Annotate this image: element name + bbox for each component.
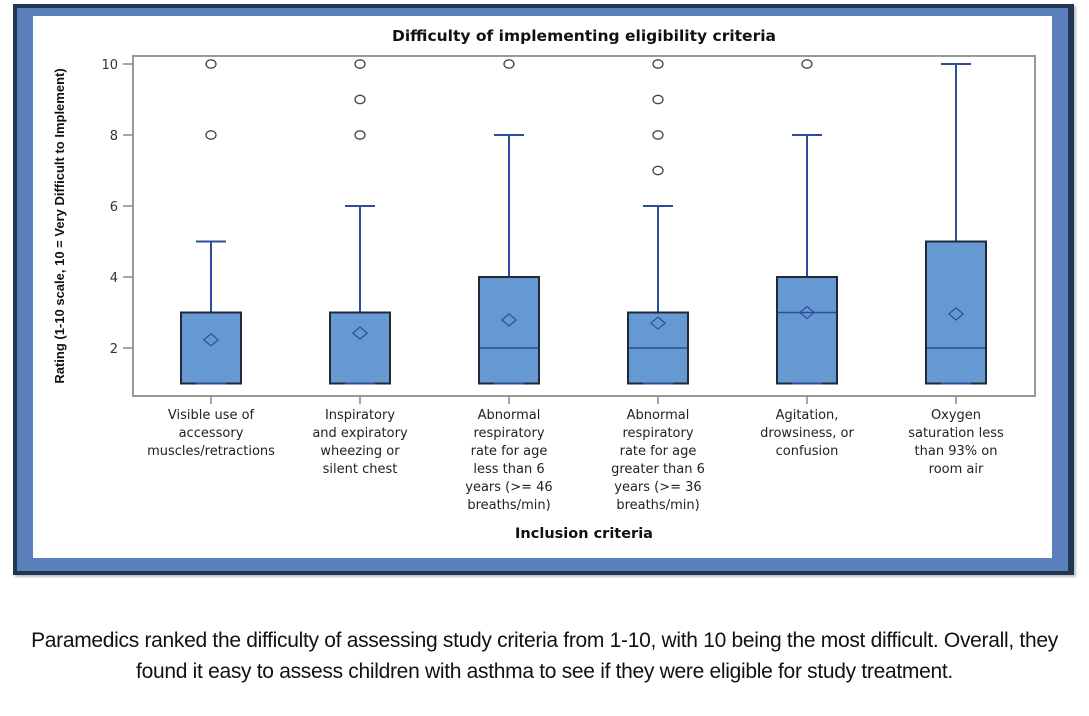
- x-tick-label-line: Abnormal: [478, 408, 541, 423]
- outlier-point: [652, 59, 664, 69]
- box-iqr: [776, 276, 838, 385]
- mean-marker: [202, 333, 220, 347]
- y-axis-label: Rating (1-10 scale, 10 = Very Difficult …: [52, 68, 67, 383]
- x-tick-label: Abnormal respiratory rate for age greater t…: [611, 408, 705, 513]
- mean-marker: [351, 326, 369, 340]
- mean-marker: [947, 307, 965, 321]
- x-tick-label-line: years (>= 46: [465, 480, 552, 495]
- x-tick-label: Oxygen saturation less than 93% on room air: [908, 408, 1004, 477]
- box-group: [180, 59, 242, 385]
- outlier-point: [801, 59, 813, 69]
- x-tick-label-line: drowsiness, or: [760, 426, 854, 441]
- x-tick-label: Inspiratory and expiratory wheezing or sile…: [312, 408, 408, 477]
- y-tick-label: 2: [110, 342, 118, 357]
- box-group: [478, 59, 540, 385]
- mean-marker: [500, 313, 518, 327]
- x-tick-label-line: accessory: [179, 426, 244, 441]
- x-tick-label: Agitation, drowsiness, or confusion: [760, 408, 854, 459]
- figure-panel: [33, 16, 1052, 558]
- box-iqr: [478, 276, 540, 385]
- x-tick-label-line: respiratory: [473, 426, 544, 441]
- figure-caption: Paramedics ranked the difficulty of asse…: [31, 629, 1058, 683]
- x-tick-label-line: greater than 6: [611, 462, 705, 477]
- box-iqr: [925, 240, 987, 385]
- outlier-point: [652, 94, 664, 105]
- y-tick-label: 4: [110, 271, 118, 286]
- x-tick-label-line: less than 6: [473, 462, 544, 477]
- x-tick-label-line: and expiratory: [312, 426, 408, 441]
- outlier-point: [354, 59, 366, 69]
- boxes-layer: [180, 59, 987, 385]
- x-tick-label-line: than 93% on: [915, 444, 998, 459]
- x-axis-label: Inclusion criteria: [515, 526, 653, 542]
- y-tick-label: 6: [110, 200, 118, 215]
- box-group: [627, 59, 689, 385]
- outlier-point: [652, 130, 664, 140]
- x-tick-label-line: Visible use of: [168, 408, 255, 423]
- x-tick-label-line: wheezing or: [320, 444, 400, 459]
- y-axis: 2 4 6 8 10: [101, 58, 133, 357]
- box-iqr: [329, 311, 391, 385]
- x-tick-label: Visible use of accessory muscles/retractio…: [147, 408, 275, 459]
- x-tick-label-line: breaths/min): [616, 498, 699, 513]
- outlier-point: [354, 94, 366, 105]
- mean-marker: [798, 305, 816, 320]
- mean-marker: [649, 316, 667, 330]
- outlier-point: [205, 130, 217, 140]
- box-group: [776, 59, 838, 385]
- x-tick-label-line: Inspiratory: [325, 408, 395, 423]
- x-tick-label-line: rate for age: [471, 444, 548, 459]
- x-tick-label-line: rate for age: [620, 444, 697, 459]
- x-tick-label: Abnormal respiratory rate for age less than…: [465, 408, 552, 513]
- x-tick-label-line: Abnormal: [627, 408, 690, 423]
- x-tick-label-line: Oxygen: [931, 408, 981, 423]
- y-tick-label: 10: [101, 58, 118, 73]
- x-tick-label-line: silent chest: [323, 462, 398, 477]
- outlier-point: [652, 165, 664, 176]
- box-iqr: [180, 311, 242, 385]
- x-tick-label-line: years (>= 36: [614, 480, 701, 495]
- plot-area: [132, 55, 1036, 397]
- x-tick-label-line: muscles/retractions: [147, 444, 275, 459]
- x-tick-label-line: respiratory: [622, 426, 693, 441]
- box-group: [925, 63, 987, 385]
- box-group: [329, 59, 391, 385]
- outlier-point: [205, 59, 217, 69]
- x-tick-label-line: saturation less: [908, 426, 1004, 441]
- x-tick-label-line: Agitation,: [776, 408, 839, 423]
- outlier-point: [354, 130, 366, 140]
- x-tick-label-line: breaths/min): [467, 498, 550, 513]
- outlier-point: [503, 59, 515, 69]
- x-tick-label-line: confusion: [776, 444, 839, 459]
- chart-title: Difficulty of implementing eligibility c…: [392, 27, 776, 45]
- x-tick-label-line: room air: [929, 462, 984, 477]
- y-tick-label: 8: [110, 129, 118, 144]
- x-axis: Visible use of accessory muscles/retractio…: [147, 396, 1004, 513]
